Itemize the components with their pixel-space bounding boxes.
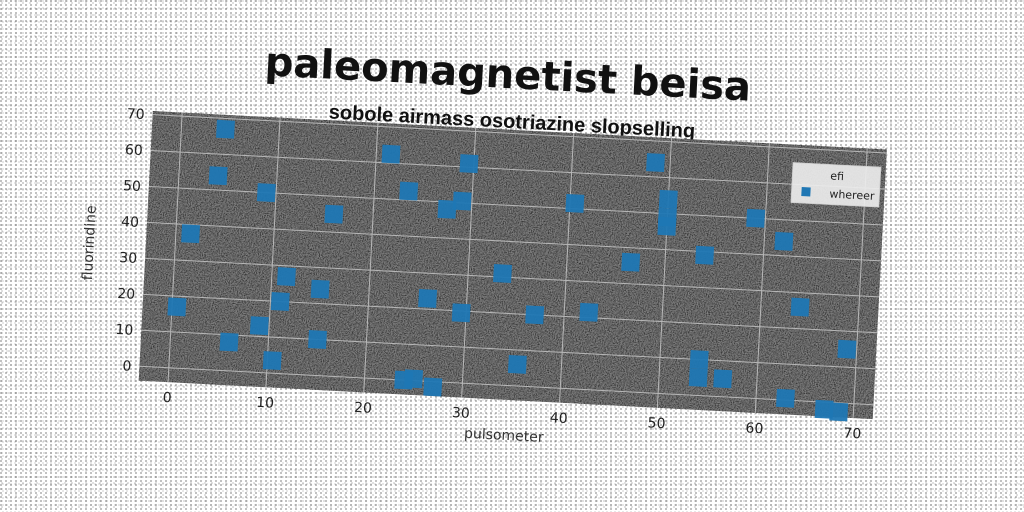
grid-line-x [656, 138, 673, 408]
x-tick-label: 70 [843, 426, 862, 443]
scatter-point [646, 153, 665, 173]
scatter-point [452, 191, 472, 211]
tick-labels: 0 10 20 30 40 50 60 70 0 10 20 30 40 50 60 70 [115, 106, 862, 443]
x-tick-label: 40 [549, 410, 568, 427]
scatter-point [256, 183, 276, 203]
grid-line-x [754, 143, 770, 413]
scatter-point [829, 402, 849, 422]
scatter-point [208, 166, 228, 186]
scatter-point [689, 350, 709, 369]
scatter-point [270, 292, 290, 311]
x-tick-label: 30 [451, 405, 470, 422]
scatter-point [776, 388, 795, 408]
scatter-point [688, 368, 708, 387]
y-axis-label: fluorindine [80, 205, 100, 281]
grid-line-y [152, 114, 887, 154]
scatter-point [657, 216, 677, 236]
scatter-point [399, 181, 419, 201]
legend-label-whereer: whereer [829, 188, 875, 203]
scatter-point [216, 119, 235, 139]
y-tick-label: 60 [124, 142, 143, 159]
grid-line-x [559, 133, 575, 403]
scatter-point [181, 224, 201, 244]
x-tick-label: 50 [647, 415, 666, 432]
scatter-point [167, 297, 187, 317]
y-tick-label: 20 [117, 286, 136, 303]
legend-box [790, 162, 882, 208]
scatter-point [713, 369, 733, 389]
y-tick-label: 70 [126, 106, 145, 123]
scatter-point [837, 339, 857, 359]
legend-marker-whereer [801, 187, 811, 197]
scatter-point [423, 377, 443, 397]
x-tick-label: 0 [162, 390, 172, 406]
grid-line-y [141, 329, 876, 370]
chart-title: paleomagnetist beisa [264, 39, 753, 110]
scatter-point [381, 144, 401, 164]
scatter-point [525, 305, 545, 325]
y-tick-label: 40 [121, 214, 140, 231]
scatter-point [565, 193, 585, 213]
scatter-point [437, 199, 457, 219]
scatter-point [746, 208, 766, 228]
x-tick-label: 20 [354, 400, 373, 417]
y-tick-label: 50 [123, 178, 142, 195]
scatter-point [308, 330, 327, 349]
scatter-point [262, 351, 282, 371]
y-tick-label: 30 [119, 250, 138, 267]
scatter-point [418, 288, 438, 308]
scatter-point [695, 245, 715, 265]
grid-line-x [167, 112, 183, 383]
legend: efi whereer [790, 162, 882, 208]
scatter-point [324, 204, 344, 224]
scatter-point [814, 399, 834, 419]
scatter-point [658, 189, 678, 209]
scatter-point [249, 316, 269, 336]
scatter-point [790, 297, 810, 317]
grid-line-y [146, 221, 882, 262]
scatter-point [493, 264, 512, 283]
scatter-point [219, 332, 239, 352]
scatter-point [621, 252, 641, 272]
plot-area: 0 10 20 30 40 50 60 70 0 10 20 30 40 50 60 70 pulsomete… [80, 106, 887, 446]
grid-line-y [143, 293, 878, 334]
grid-line-y [150, 150, 885, 190]
scatter-point [579, 302, 599, 322]
axis-labels: pulsometer fluorindine [80, 205, 545, 446]
scatter-point [451, 303, 471, 323]
grid-line-x [265, 117, 281, 388]
legend-label-efi: efi [830, 170, 844, 184]
scatter-point [310, 279, 330, 299]
scatter-point [276, 267, 296, 287]
scatter-point [774, 231, 794, 251]
grid-line-x [363, 122, 379, 393]
x-tick-label: 60 [745, 420, 764, 437]
scatter-points [167, 119, 857, 422]
y-tick-label: 0 [122, 358, 132, 374]
y-tick-label: 10 [115, 322, 134, 339]
x-tick-label: 10 [256, 395, 275, 412]
grid-line-y [139, 365, 874, 406]
scatter-point [404, 369, 424, 389]
grid-line-y [145, 257, 880, 298]
scatter-point [507, 354, 527, 374]
x-axis-label: pulsometer [464, 426, 545, 446]
scatter-point [459, 154, 479, 174]
